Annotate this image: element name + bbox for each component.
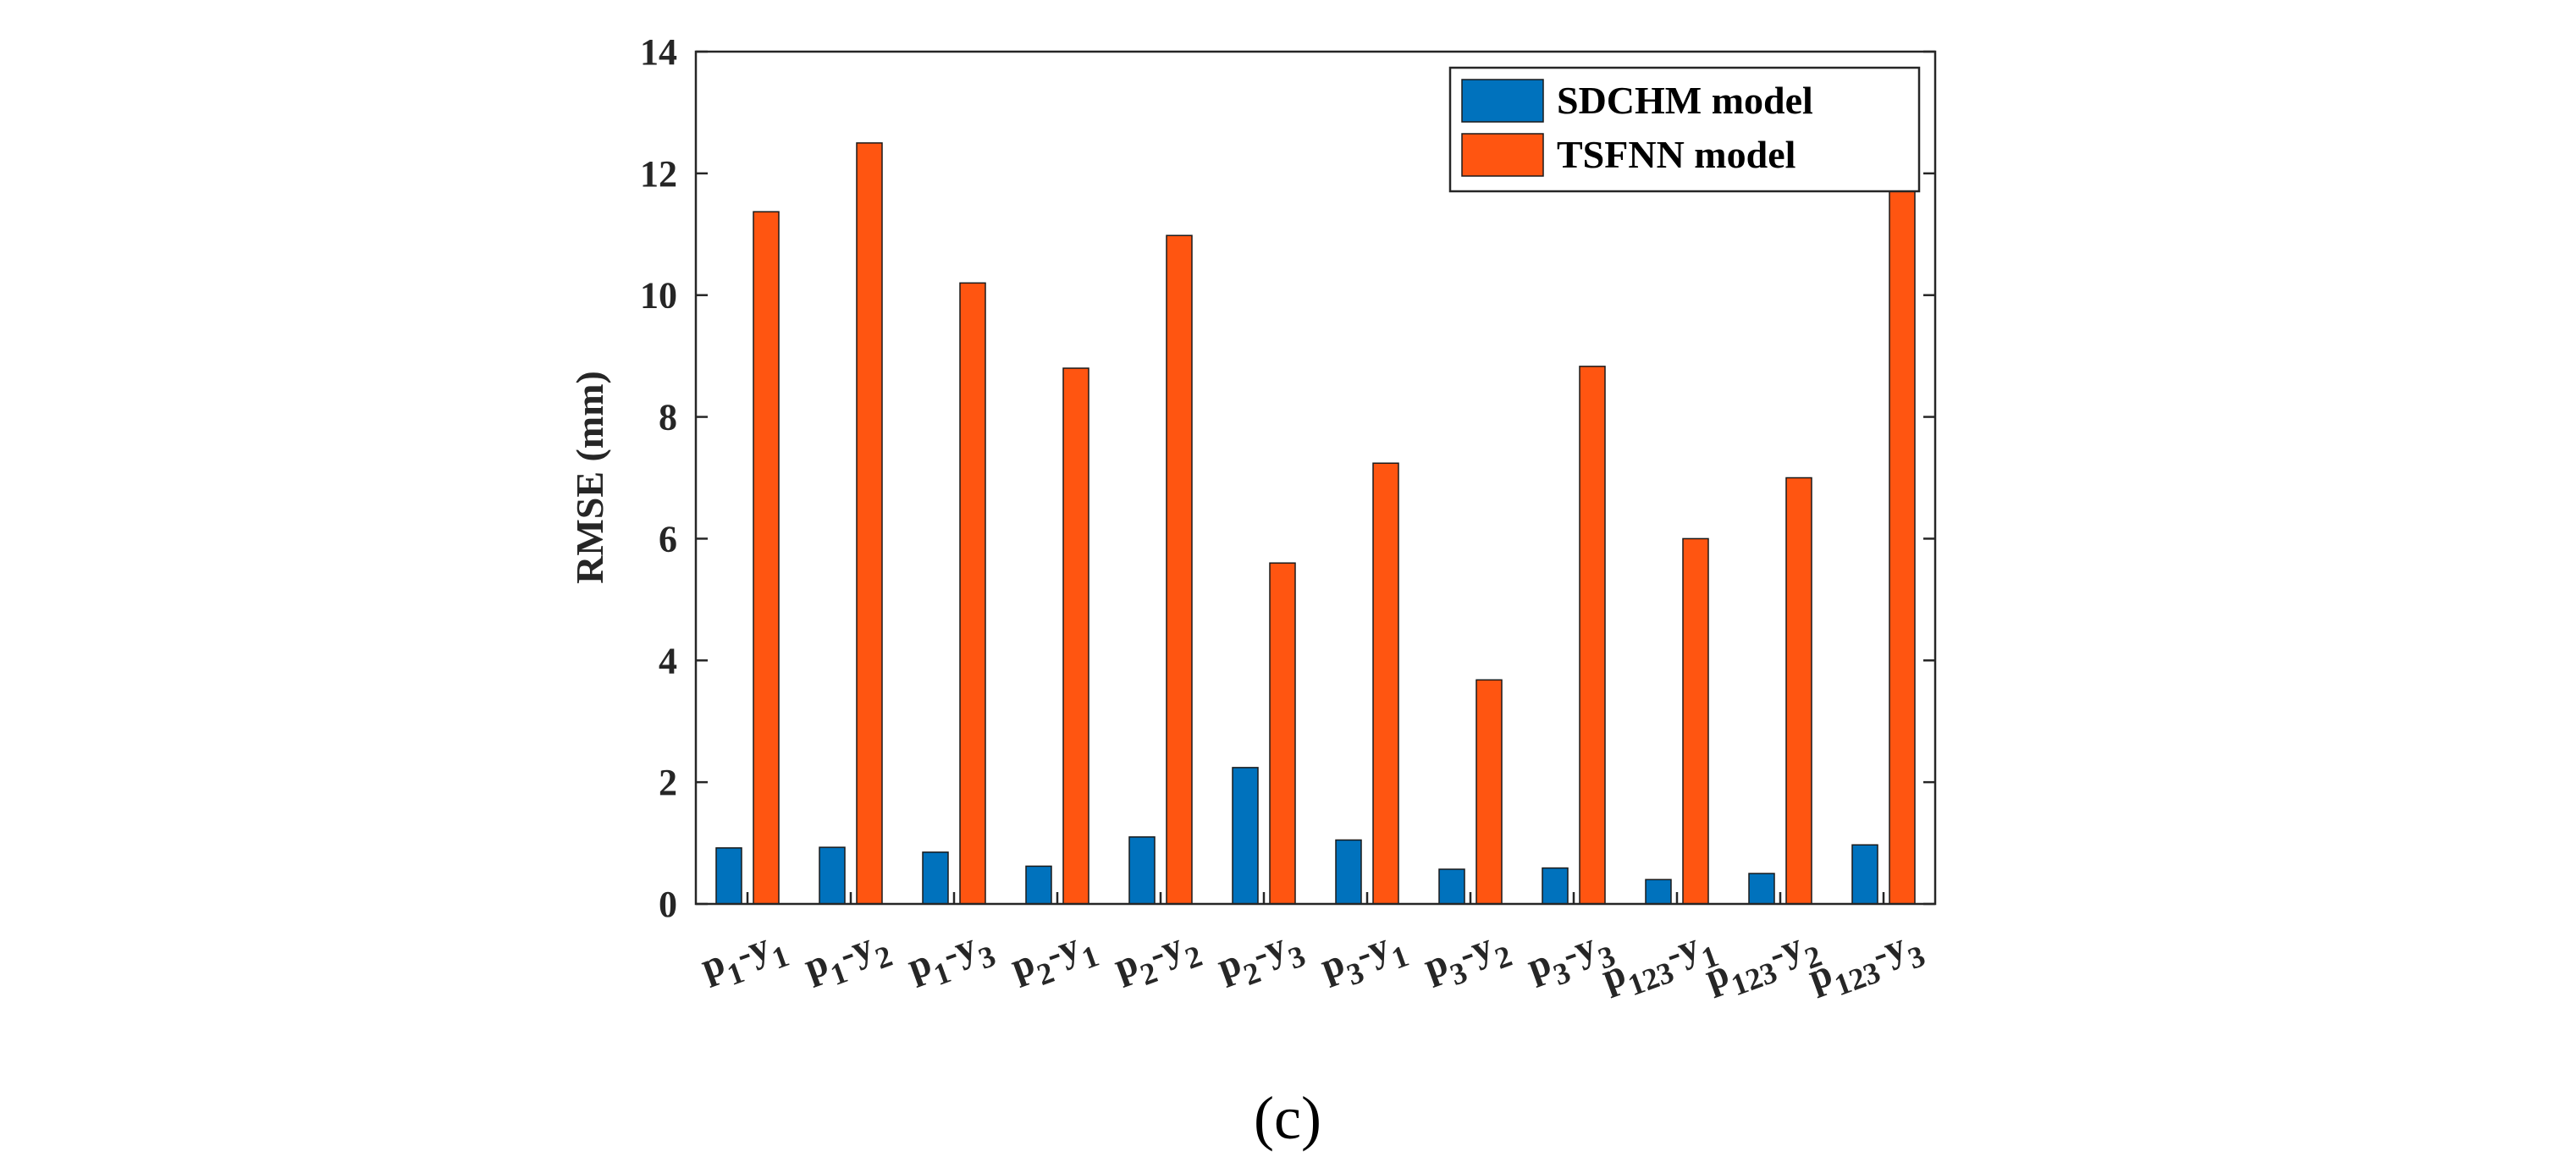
- bar-sdchm-5: [1128, 836, 1156, 905]
- bar-tsfnn-5: [1166, 234, 1193, 905]
- bar-tsfnn-1: [753, 211, 780, 905]
- bar-tsfnn-9: [1579, 366, 1606, 905]
- bar-tsfnn-6: [1269, 562, 1296, 905]
- y-axis-ticks: 0 2 4 6 8 10 12 14: [640, 31, 1935, 925]
- legend-swatch-sdchm: [1461, 79, 1544, 123]
- bar-tsfnn-8: [1476, 679, 1503, 905]
- bar-sdchm-6: [1232, 767, 1259, 905]
- legend-label-tsfnn: TSFNN model: [1557, 133, 1795, 176]
- bar-sdchm-11: [1748, 873, 1775, 905]
- figure-caption: (c): [1254, 1084, 1321, 1152]
- bar-sdchm-8: [1438, 868, 1465, 905]
- bar-sdchm-1: [715, 847, 742, 905]
- bar-sdchm-2: [819, 846, 846, 905]
- legend-label-sdchm: SDCHM model: [1557, 79, 1813, 122]
- bar-sdchm-10: [1645, 879, 1672, 905]
- bar-tsfnn-7: [1372, 462, 1399, 905]
- bar-tsfnn-4: [1062, 367, 1089, 905]
- bar-sdchm-4: [1025, 865, 1052, 905]
- y-tick-label-10: 10: [640, 275, 677, 317]
- bar-sdchm-12: [1851, 844, 1878, 905]
- y-tick-label-4: 4: [659, 640, 677, 681]
- y-tick-label-14: 14: [640, 31, 677, 73]
- y-tick-label-12: 12: [640, 153, 677, 195]
- bar-sdchm-9: [1542, 867, 1569, 905]
- bar-tsfnn-2: [856, 142, 883, 905]
- y-tick-label-2: 2: [659, 762, 677, 803]
- bar-tsfnn-12: [1889, 134, 1916, 905]
- bar-tsfnn-11: [1785, 477, 1812, 905]
- bar-tsfnn-10: [1682, 537, 1709, 905]
- legend-swatch-tsfnn: [1461, 133, 1544, 177]
- y-tick-label-0: 0: [659, 884, 677, 925]
- bar-sdchm-3: [922, 851, 949, 905]
- y-tick-label-6: 6: [659, 518, 677, 559]
- bar-tsfnn-3: [959, 282, 986, 905]
- bar-sdchm-7: [1335, 839, 1362, 905]
- bars-group: [715, 134, 1916, 905]
- y-axis-title: RMSE (mm): [568, 371, 611, 584]
- plot-area-frame: [694, 50, 1937, 906]
- y-tick-label-8: 8: [659, 397, 677, 438]
- legend: SDCHM model TSFNN model: [1448, 66, 1921, 193]
